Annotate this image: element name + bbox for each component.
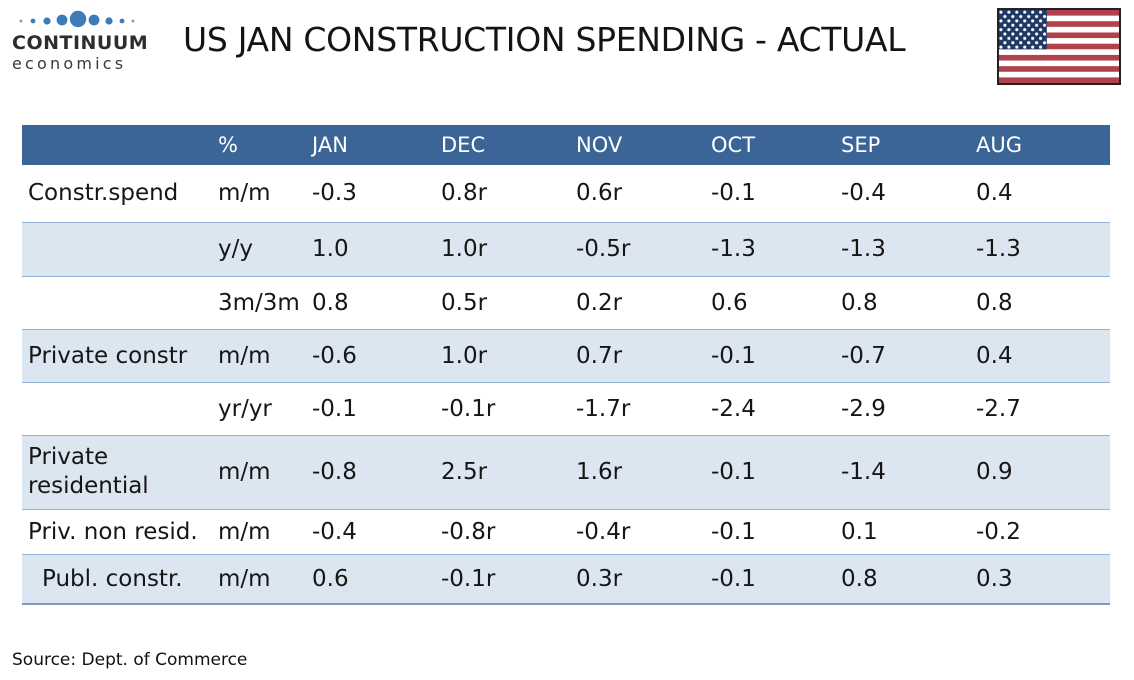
table-header-row: % JAN DEC NOV OCT SEP AUG xyxy=(22,125,1110,165)
row-label: Publ. constr. xyxy=(22,553,212,605)
cell-value: 0.8 xyxy=(835,275,970,329)
cell-value: 0.6 xyxy=(705,275,835,329)
table-row: y/y 1.0 1.0r -0.5r -1.3 -1.3 -1.3 xyxy=(22,221,1110,276)
cell-value: -0.8 xyxy=(306,434,435,509)
table-row: Priv. non resid. m/m -0.4 -0.8r -0.4r -0… xyxy=(22,508,1110,554)
cell-value: -0.1 xyxy=(711,180,756,207)
cell-value: 0.1 xyxy=(835,508,970,554)
cell-value: -2.9 xyxy=(835,381,970,435)
cell-value: 1.6r xyxy=(570,434,705,509)
row-period: 3m/3m xyxy=(212,275,306,329)
logo-subtitle: economics xyxy=(12,54,127,73)
construction-spending-table: % JAN DEC NOV OCT SEP AUG Constr.spend m… xyxy=(22,125,1110,605)
row-label xyxy=(22,381,212,435)
cell-value: -0.1 xyxy=(705,434,835,509)
cell-value: -1.3 xyxy=(835,221,970,276)
col-header-sep: SEP xyxy=(835,125,970,165)
cell-value: -0.1 xyxy=(306,381,435,435)
cell-value: 0.4 xyxy=(976,180,1013,207)
cell-value: -0.4 xyxy=(841,180,886,207)
row-period: m/m xyxy=(212,328,306,382)
cell-value: 1.0 xyxy=(306,221,435,276)
cell-value: 0.8r xyxy=(441,180,488,207)
cell-value: -0.7 xyxy=(835,328,970,382)
cell-value: -1.7r xyxy=(570,381,705,435)
row-label: Private constr xyxy=(22,328,212,382)
col-header-oct: OCT xyxy=(705,125,835,165)
row-period: m/m xyxy=(212,553,306,605)
col-header-label xyxy=(22,125,212,165)
cell-value: -2.7 xyxy=(970,381,1110,435)
col-header-pct: % xyxy=(212,125,306,165)
cell-value: -0.6 xyxy=(306,328,435,382)
col-header-dec: DEC xyxy=(435,125,570,165)
row-label xyxy=(22,221,212,276)
cell-value: 0.4 xyxy=(970,328,1110,382)
row-period: y/y xyxy=(212,221,306,276)
row-period: m/m xyxy=(212,508,306,554)
row-label: Constr.spend xyxy=(28,180,179,207)
page-title: US JAN CONSTRUCTION SPENDING - ACTUAL xyxy=(183,20,906,59)
cell-value: 2.5r xyxy=(435,434,570,509)
cell-value: 0.8 xyxy=(835,553,970,605)
cell-value: 1.0r xyxy=(435,328,570,382)
cell-value: -0.1r xyxy=(435,553,570,605)
cell-value: 0.7r xyxy=(570,328,705,382)
table-row: Constr.spend m/m -0.3 0.8r 0.6r -0.1 -0.… xyxy=(22,165,1110,222)
cell-value: 0.6 xyxy=(306,553,435,605)
cell-value: -0.1 xyxy=(705,553,835,605)
cell-value: 0.3 xyxy=(970,553,1110,605)
cell-value: -0.1 xyxy=(705,328,835,382)
logo-dots-icon xyxy=(19,10,135,28)
row-period: m/m xyxy=(218,180,271,207)
cell-value: -0.3 xyxy=(312,180,357,207)
cell-value: -1.4 xyxy=(835,434,970,509)
cell-value: -0.2 xyxy=(970,508,1110,554)
table-row: Private constr m/m -0.6 1.0r 0.7r -0.1 -… xyxy=(22,328,1110,382)
row-label: Priv. non resid. xyxy=(22,508,212,554)
cell-value: -2.4 xyxy=(705,381,835,435)
us-flag-icon xyxy=(997,8,1121,85)
table-row: Publ. constr. m/m 0.6 -0.1r 0.3r -0.1 0.… xyxy=(22,553,1110,605)
table-row: Private residential m/m -0.8 2.5r 1.6r -… xyxy=(22,434,1110,509)
cell-value: 0.6r xyxy=(576,180,623,207)
col-header-aug: AUG xyxy=(970,125,1110,165)
logo-wordmark: CONTINUUM xyxy=(12,32,149,54)
continuum-economics-logo: CONTINUUM economics xyxy=(12,8,152,73)
row-period: yr/yr xyxy=(212,381,306,435)
cell-value: -0.1 xyxy=(705,508,835,554)
cell-value: -0.4 xyxy=(306,508,435,554)
cell-value: -1.3 xyxy=(970,221,1110,276)
cell-value: -0.4r xyxy=(570,508,705,554)
cell-value: -0.1r xyxy=(435,381,570,435)
cell-value: 0.2r xyxy=(570,275,705,329)
row-label: Private residential xyxy=(22,434,212,509)
cell-value: 0.3r xyxy=(570,553,705,605)
cell-value: 0.8 xyxy=(306,275,435,329)
table-row: 3m/3m 0.8 0.5r 0.2r 0.6 0.8 0.8 xyxy=(22,275,1110,329)
cell-value: -1.3 xyxy=(705,221,835,276)
cell-value: 1.0r xyxy=(435,221,570,276)
cell-value: -0.5r xyxy=(570,221,705,276)
row-period: m/m xyxy=(212,434,306,509)
row-label xyxy=(22,275,212,329)
cell-value: 0.5r xyxy=(435,275,570,329)
col-header-nov: NOV xyxy=(570,125,705,165)
col-header-jan: JAN xyxy=(306,125,435,165)
cell-value: 0.8 xyxy=(970,275,1110,329)
cell-value: 0.9 xyxy=(970,434,1110,509)
cell-value: -0.8r xyxy=(435,508,570,554)
table-row: yr/yr -0.1 -0.1r -1.7r -2.4 -2.9 -2.7 xyxy=(22,381,1110,435)
source-attribution: Source: Dept. of Commerce xyxy=(12,650,248,670)
